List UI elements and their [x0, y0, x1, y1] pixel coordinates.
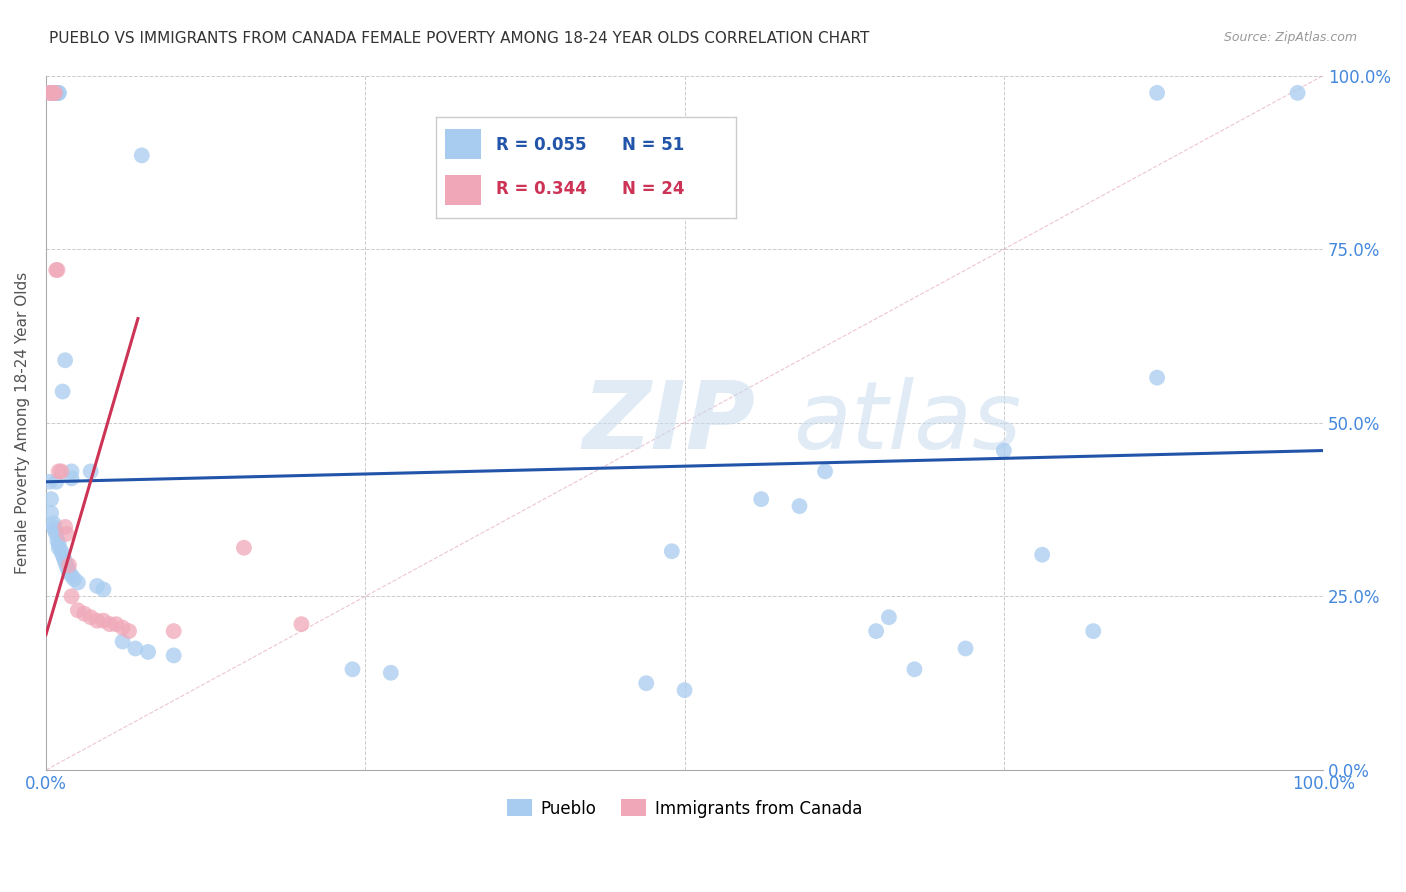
Point [60, 464, 83, 478]
Point [48, 464, 70, 478]
Point [73, 607, 96, 621]
Point [48, 86, 70, 100]
Point [39, 86, 62, 100]
Point [41, 86, 63, 100]
Point [86, 579, 108, 593]
Point [52, 551, 75, 566]
Point [749, 492, 772, 507]
Point [163, 624, 186, 639]
Point [1146, 86, 1168, 100]
Point [86, 614, 108, 628]
Y-axis label: Female Poverty Among 18-24 Year Olds: Female Poverty Among 18-24 Year Olds [15, 272, 30, 574]
Point [1031, 548, 1053, 562]
Point [955, 641, 977, 656]
Point [58, 558, 80, 573]
Point [814, 464, 837, 478]
Point [58, 565, 80, 579]
Point [53, 353, 76, 368]
Point [1146, 370, 1168, 384]
Point [48, 86, 70, 100]
Point [44, 86, 66, 100]
Point [98, 617, 121, 632]
Point [44, 86, 66, 100]
Point [60, 471, 83, 485]
Point [51, 464, 73, 478]
Point [1083, 624, 1105, 639]
Point [60, 568, 83, 582]
Point [56, 561, 79, 575]
Point [342, 662, 364, 676]
Point [111, 621, 134, 635]
Point [52, 548, 75, 562]
Point [44, 524, 66, 538]
Point [118, 624, 141, 639]
Point [903, 662, 925, 676]
Legend: Pueblo, Immigrants from Canada: Pueblo, Immigrants from Canada [501, 793, 869, 824]
Point [42, 520, 65, 534]
Point [42, 516, 65, 531]
Point [789, 499, 811, 513]
Point [877, 610, 900, 624]
Point [79, 464, 101, 478]
Point [51, 544, 73, 558]
Point [53, 555, 76, 569]
Point [53, 520, 76, 534]
Point [661, 544, 683, 558]
Point [46, 533, 69, 548]
Text: Source: ZipAtlas.com: Source: ZipAtlas.com [1223, 31, 1357, 45]
Point [45, 527, 67, 541]
Point [232, 541, 254, 555]
Point [45, 86, 67, 100]
Point [673, 683, 696, 698]
Point [55, 527, 77, 541]
Point [48, 541, 70, 555]
Point [865, 624, 887, 639]
Point [131, 148, 153, 162]
Point [636, 676, 658, 690]
Point [52, 384, 75, 399]
Point [66, 575, 89, 590]
Point [39, 506, 62, 520]
Point [993, 443, 1015, 458]
Point [38, 86, 60, 100]
Point [79, 610, 101, 624]
Point [45, 475, 67, 489]
Point [136, 645, 159, 659]
Point [46, 263, 69, 277]
Point [1286, 86, 1309, 100]
Point [105, 617, 128, 632]
Point [48, 537, 70, 551]
Text: ZIP: ZIP [582, 376, 755, 469]
Point [55, 558, 77, 573]
Point [93, 614, 115, 628]
Text: PUEBLO VS IMMIGRANTS FROM CANADA FEMALE POVERTY AMONG 18-24 YEAR OLDS CORRELATIO: PUEBLO VS IMMIGRANTS FROM CANADA FEMALE … [49, 31, 869, 46]
Point [63, 572, 86, 586]
Point [60, 590, 83, 604]
Point [39, 492, 62, 507]
Point [42, 86, 65, 100]
Point [66, 603, 89, 617]
Point [290, 617, 312, 632]
Point [380, 665, 402, 680]
Point [38, 475, 60, 489]
Point [124, 641, 146, 656]
Text: atlas: atlas [793, 377, 1021, 468]
Point [111, 634, 134, 648]
Point [93, 582, 115, 597]
Point [45, 263, 67, 277]
Point [163, 648, 186, 663]
Point [42, 86, 65, 100]
Point [38, 86, 60, 100]
